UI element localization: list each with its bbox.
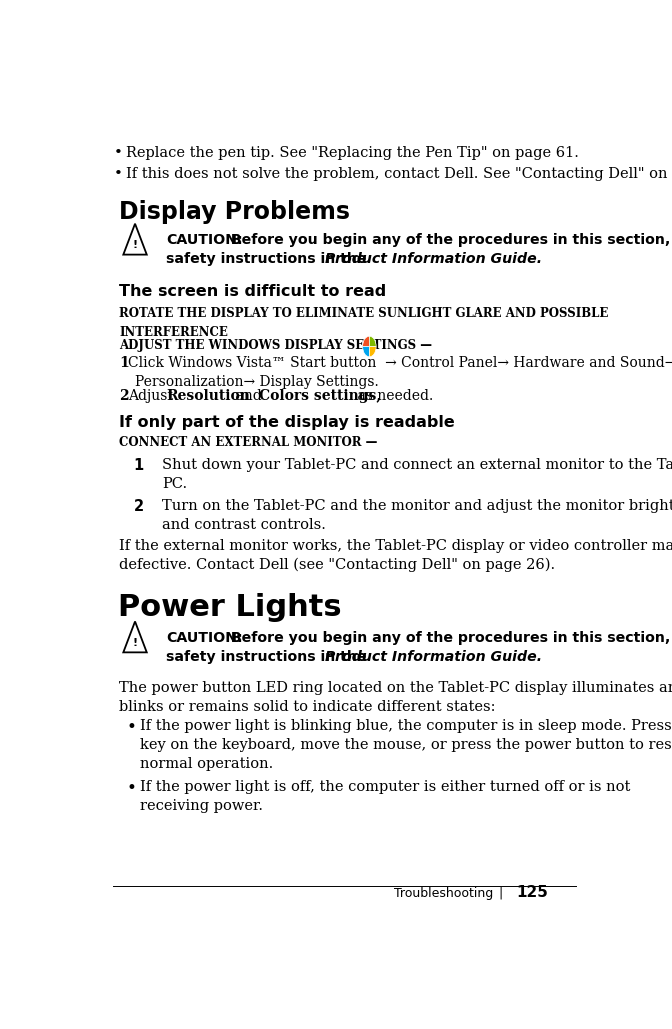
Text: If this does not solve the problem, contact Dell. See "Contacting Dell" on page : If this does not solve the problem, cont… <box>126 167 672 181</box>
Wedge shape <box>370 347 376 357</box>
Text: Product Information Guide.: Product Information Guide. <box>325 649 542 664</box>
Text: 2: 2 <box>134 499 144 514</box>
Text: as needed.: as needed. <box>353 389 433 403</box>
Wedge shape <box>363 336 370 347</box>
Text: Adjust: Adjust <box>128 389 177 403</box>
Text: ADJUST THE WINDOWS DISPLAY SETTINGS —: ADJUST THE WINDOWS DISPLAY SETTINGS — <box>120 339 432 352</box>
Text: 1: 1 <box>120 356 129 370</box>
Text: Shut down your Tablet-PC and connect an external monitor to the Tablet-: Shut down your Tablet-PC and connect an … <box>162 458 672 472</box>
Text: •: • <box>114 167 123 181</box>
Text: |: | <box>499 887 503 900</box>
Text: Turn on the Tablet-PC and the monitor and adjust the monitor brightness: Turn on the Tablet-PC and the monitor an… <box>162 499 672 513</box>
Text: safety instructions in the: safety instructions in the <box>166 252 372 265</box>
Text: blinks or remains solid to indicate different states:: blinks or remains solid to indicate diff… <box>120 701 496 714</box>
Text: 1: 1 <box>134 458 144 473</box>
Text: Before you begin any of the procedures in this section, follow the: Before you begin any of the procedures i… <box>226 233 672 247</box>
Text: defective. Contact Dell (see "Contacting Dell" on page 26).: defective. Contact Dell (see "Contacting… <box>120 558 556 572</box>
Text: •: • <box>127 719 136 737</box>
Text: receiving power.: receiving power. <box>140 799 263 813</box>
Text: Resolution: Resolution <box>167 389 250 403</box>
Wedge shape <box>363 347 370 357</box>
Text: and: and <box>231 389 267 403</box>
Text: If only part of the display is readable: If only part of the display is readable <box>120 415 455 430</box>
Text: •: • <box>127 780 136 796</box>
Text: The screen is difficult to read: The screen is difficult to read <box>120 284 386 299</box>
Text: Product Information Guide.: Product Information Guide. <box>325 252 542 265</box>
Text: Power Lights: Power Lights <box>118 593 341 622</box>
Text: CAUTION:: CAUTION: <box>166 233 243 247</box>
Text: PC.: PC. <box>162 476 187 491</box>
Wedge shape <box>370 336 376 347</box>
Text: Before you begin any of the procedures in this section, follow the: Before you begin any of the procedures i… <box>226 631 672 644</box>
Text: The power button LED ring located on the Tablet-PC display illuminates and: The power button LED ring located on the… <box>120 681 672 696</box>
Text: If the power light is blinking blue, the computer is in sleep mode. Press a: If the power light is blinking blue, the… <box>140 719 672 734</box>
Text: ROTATE THE DISPLAY TO ELIMINATE SUNLIGHT GLARE AND POSSIBLE: ROTATE THE DISPLAY TO ELIMINATE SUNLIGHT… <box>120 307 609 320</box>
Text: If the power light is off, the computer is either turned off or is not: If the power light is off, the computer … <box>140 780 630 793</box>
Text: If the external monitor works, the Tablet-PC display or video controller may be: If the external monitor works, the Table… <box>120 538 672 553</box>
Text: CONNECT AN EXTERNAL MONITOR —: CONNECT AN EXTERNAL MONITOR — <box>120 435 378 449</box>
Text: normal operation.: normal operation. <box>140 757 274 772</box>
Text: Display Problems: Display Problems <box>120 201 350 224</box>
Text: Colors settings,: Colors settings, <box>259 389 381 403</box>
Text: and contrast controls.: and contrast controls. <box>162 518 326 532</box>
Text: !: ! <box>132 240 138 250</box>
Text: CAUTION:: CAUTION: <box>166 631 243 644</box>
Text: safety instructions in the: safety instructions in the <box>166 649 372 664</box>
Text: Click Windows Vista™ Start button  → Control Panel→ Hardware and Sound→: Click Windows Vista™ Start button → Cont… <box>128 356 672 370</box>
Text: INTERFERENCE: INTERFERENCE <box>120 325 228 339</box>
Text: 2: 2 <box>120 389 129 403</box>
Text: 125: 125 <box>516 885 548 900</box>
Text: Personalization→ Display Settings.: Personalization→ Display Settings. <box>135 376 379 389</box>
Text: key on the keyboard, move the mouse, or press the power button to resume: key on the keyboard, move the mouse, or … <box>140 739 672 752</box>
Text: •: • <box>114 146 123 159</box>
Text: !: ! <box>132 638 138 648</box>
Text: Replace the pen tip. See "Replacing the Pen Tip" on page 61.: Replace the pen tip. See "Replacing the … <box>126 146 579 159</box>
Text: Troubleshooting: Troubleshooting <box>394 887 493 900</box>
